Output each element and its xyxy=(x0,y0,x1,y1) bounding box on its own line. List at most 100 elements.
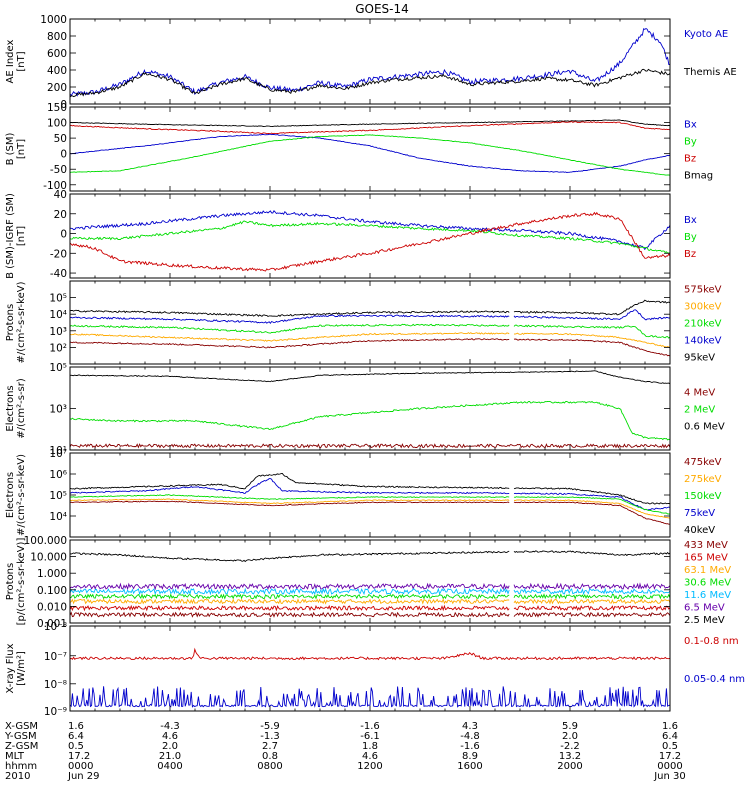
bsm-ylabel: B (SM) xyxy=(5,132,16,165)
bsm-ytick-label: -50 xyxy=(50,164,67,176)
digrf-ytick-label: 0 xyxy=(60,229,67,241)
electrons2-ylabel: #/(cm²-s-sr-keV) xyxy=(16,454,27,536)
electrons2-series-40kev xyxy=(70,473,670,505)
protons2-series-433-mev xyxy=(70,611,670,618)
xaxis-row-label-y-gsm: Y-GSM xyxy=(4,731,37,742)
xaxis-y-gsm-value: -6.1 xyxy=(360,731,380,742)
electrons2-ytick-label: 10⁵ xyxy=(49,490,67,502)
xaxis-mlt-value: 13.2 xyxy=(559,751,581,762)
protons1-legend-140kev: 140keV xyxy=(684,336,722,347)
electrons1-legend-2-mev: 2 MeV xyxy=(684,405,715,416)
protons1-ytick-label: 10³ xyxy=(49,326,67,338)
xray-series-0-1-0-8-nm xyxy=(70,647,670,661)
ae-ylabel: [nT] xyxy=(16,51,27,71)
electrons1-frame xyxy=(69,366,671,451)
xaxis-hhmm-value: 0000 xyxy=(657,761,682,772)
digrf-legend-by: By xyxy=(684,232,697,243)
protons1-ytick-label: 10⁵ xyxy=(49,293,67,305)
panel-electrons1: 10¹ 10³ 10⁵ Electrons #/(cm²-s-sr) 4 MeV 2 MeV… xyxy=(5,362,725,457)
xaxis-year: 2010 xyxy=(5,771,30,782)
electrons1-ytick-label: 10¹ xyxy=(49,445,67,457)
electrons2-series-475kev xyxy=(70,500,670,525)
digrf-legend-bz: Bz xyxy=(684,249,696,260)
xaxis-z-gsm-value: -1.6 xyxy=(460,741,480,752)
xaxis-hhmm-value: 1600 xyxy=(457,761,482,772)
protons2-legend-433-mev: 433 MeV xyxy=(684,540,728,551)
protons2-legend-30-6-mev: 30.6 MeV xyxy=(684,578,731,589)
xaxis-mlt-value: 8.9 xyxy=(462,751,478,762)
xaxis-hhmm-value: 0000 xyxy=(68,761,93,772)
electrons1-legend-4-mev: 4 MeV xyxy=(684,388,715,399)
bsm-series-group xyxy=(70,119,670,176)
digrf-ylabel: [nT] xyxy=(16,226,27,246)
digrf-ytick-label: -20 xyxy=(50,248,67,260)
bsm-ytick-label: 0 xyxy=(60,149,67,161)
bsm-series-bmag xyxy=(70,119,670,127)
panel-ae: 0 200 400 600 800 1000 AE Index [nT] Kyoto AE The… xyxy=(5,14,737,111)
xaxis-z-gsm-value: -2.2 xyxy=(560,741,580,752)
xaxis-y-gsm-value: 4.6 xyxy=(162,731,178,742)
ae-series-kyoto-ae xyxy=(70,27,670,97)
electrons2-ytick-label: 10⁴ xyxy=(49,511,67,523)
electrons1-series-2-mev xyxy=(70,401,670,441)
bsm-ytick-label: 150 xyxy=(47,102,67,114)
protons2-legend-2-5-mev: 2.5 MeV xyxy=(684,615,725,626)
xaxis-x-gsm-value: 4.3 xyxy=(462,721,478,732)
protons1-series-140kev xyxy=(70,309,670,325)
protons2-legend-165-mev: 165 MeV xyxy=(684,553,728,564)
xaxis-hhmm-value: 0400 xyxy=(157,761,182,772)
xaxis-mlt-value: 17.2 xyxy=(659,751,681,762)
xaxis-y-gsm-value: -1.3 xyxy=(260,731,280,742)
xray-series-group xyxy=(70,647,670,708)
electrons1-series-0-6-mev xyxy=(70,370,670,385)
panel-digrf: -40 -20 0 20 40 B (SM)-IGRF (SM) [nT] Bx By Bz xyxy=(5,189,697,280)
ae-legend-themis-ae: Themis AE xyxy=(683,67,737,78)
xray-legend-0-1-0-8-nm: 0.1-0.8 nm xyxy=(684,636,739,647)
electrons1-legend-0-6-mev: 0.6 MeV xyxy=(684,422,725,433)
xaxis-x-gsm-value: -4.3 xyxy=(160,721,180,732)
protons2-series-11-6-mev xyxy=(70,587,670,596)
digrf-series-bz xyxy=(70,211,670,272)
xaxis-z-gsm-value: 0.5 xyxy=(662,741,678,752)
protons1-ylabel: Protons xyxy=(5,304,16,341)
bsm-ytick-label: 50 xyxy=(54,133,67,145)
ae-ytick-label: 1000 xyxy=(40,14,67,26)
electrons2-ytick-label: 10⁷ xyxy=(49,448,67,460)
ae-ytick-label: 800 xyxy=(47,31,67,43)
protons2-ytick-label: 1.000 xyxy=(37,568,67,580)
ae-ytick-label: 200 xyxy=(47,82,67,94)
digrf-ytick-label: 40 xyxy=(54,189,67,201)
xray-frame xyxy=(69,625,671,712)
xaxis-z-gsm-value: 0.5 xyxy=(68,741,84,752)
xaxis-hhmm-value: 1200 xyxy=(357,761,382,772)
protons1-series-group xyxy=(70,299,670,357)
electrons2-ytick-label: 10⁶ xyxy=(49,469,67,481)
electrons1-ytick-label: 10³ xyxy=(49,404,67,416)
xray-ytick-label: 10⁻⁹ xyxy=(44,706,67,718)
electrons1-ylabel: #/(cm²-s-sr) xyxy=(16,378,27,439)
protons1-legend-95kev: 95keV xyxy=(684,353,715,364)
xaxis-x-gsm-value: 5.9 xyxy=(562,721,578,732)
xaxis-y-gsm-value: 6.4 xyxy=(662,731,678,742)
protons2-series-group xyxy=(70,550,670,618)
protons1-legend-210kev: 210keV xyxy=(684,319,722,330)
protons2-ylabel: [p/(cm²-s-sr-keV)] xyxy=(16,538,27,626)
protons2-legend-63-1-mev: 63.1 MeV xyxy=(684,565,731,576)
protons2-series-6-5-mev xyxy=(70,582,670,591)
xray-ylabel: [W/m²] xyxy=(16,651,27,686)
protons2-ytick-label: 0.100 xyxy=(37,585,67,597)
xaxis-z-gsm-value: 1.8 xyxy=(362,741,378,752)
bsm-legend-bx: Bx xyxy=(684,120,697,131)
panel-bsm: -100 -50 0 50 100 150 B (SM) [nT] Bx By Bz Bmag xyxy=(5,102,713,192)
digrf-series-by xyxy=(70,220,670,254)
digrf-series-group xyxy=(70,210,670,272)
xaxis-mlt-value: 0.8 xyxy=(262,751,278,762)
electrons2-series-150kev xyxy=(70,494,670,515)
xaxis-z-gsm-value: 2.7 xyxy=(262,741,278,752)
xaxis-mlt-value: 4.6 xyxy=(362,751,378,762)
digrf-frame xyxy=(69,193,671,279)
protons2-series-30-6-mev xyxy=(70,593,670,600)
